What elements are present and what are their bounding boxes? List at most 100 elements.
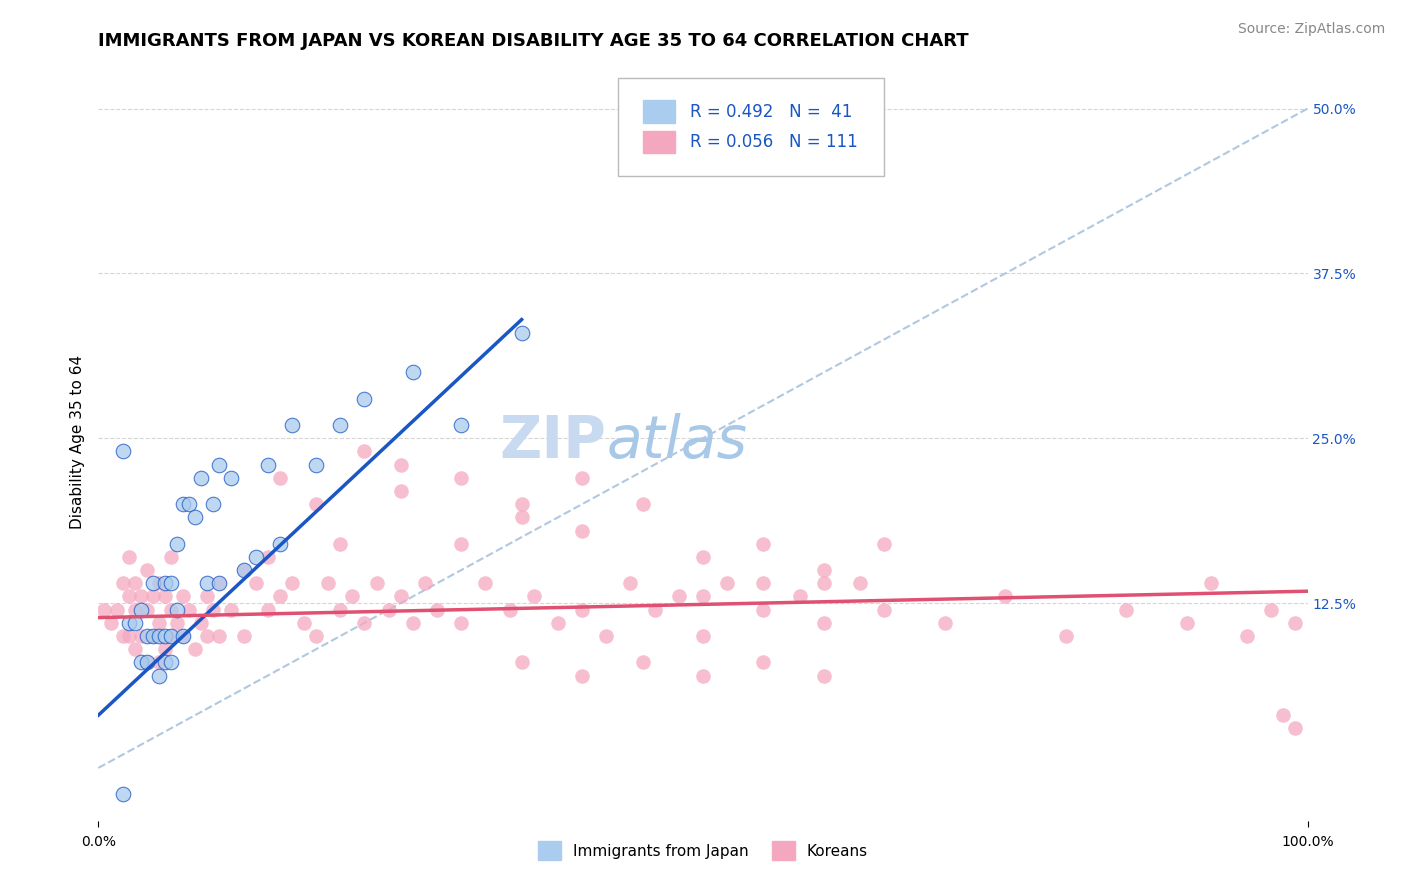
Text: atlas: atlas [606,413,747,470]
Point [208,576,231,591]
Point [172,590,194,604]
Point [195,629,218,643]
Point [124,615,146,630]
Point [111,629,134,643]
Point [160,549,183,564]
Point [474,576,496,591]
Point [281,576,304,591]
Point [118,590,141,604]
Point [208,629,231,643]
Point [329,602,352,616]
Point [1284,615,1306,630]
Point [256,602,278,616]
Point [1260,602,1282,616]
Point [160,656,183,670]
Point [510,510,533,524]
Point [172,497,194,511]
Point [366,576,388,591]
Point [245,549,267,564]
FancyBboxPatch shape [643,101,675,123]
Point [153,656,176,670]
Point [1199,576,1222,591]
Point [124,602,146,616]
Point [208,576,231,591]
Point [631,497,654,511]
Point [179,602,201,616]
Point [166,602,188,616]
Point [166,615,188,630]
Point [148,656,170,670]
Point [849,576,872,591]
Point [129,590,152,604]
Point [934,615,956,630]
Text: R = 0.056   N = 111: R = 0.056 N = 111 [690,133,858,151]
Point [160,629,183,643]
Point [813,615,835,630]
Point [135,656,157,670]
Point [377,602,399,616]
Point [329,418,352,433]
Point [498,602,520,616]
Point [292,615,315,630]
Point [202,602,225,616]
Point [1175,615,1198,630]
Point [256,549,278,564]
Point [202,497,225,511]
Point [873,537,896,551]
Point [1284,722,1306,736]
Point [153,590,176,604]
Point [184,642,207,657]
Text: Source: ZipAtlas.com: Source: ZipAtlas.com [1237,22,1385,37]
Point [118,629,141,643]
Point [232,563,254,577]
Point [813,576,835,591]
Point [269,590,291,604]
Point [172,629,194,643]
Point [142,576,165,591]
Point [118,615,141,630]
Point [342,590,364,604]
Point [571,524,593,538]
Point [190,471,212,485]
Point [269,537,291,551]
Point [523,590,546,604]
Point [994,590,1017,604]
Point [571,668,593,682]
Point [245,576,267,591]
Point [129,602,152,616]
Point [93,602,115,616]
Point [813,563,835,577]
Point [208,458,231,472]
Point [413,576,436,591]
Point [716,576,738,591]
Point [752,576,775,591]
Text: IMMIGRANTS FROM JAPAN VS KOREAN DISABILITY AGE 35 TO 64 CORRELATION CHART: IMMIGRANTS FROM JAPAN VS KOREAN DISABILI… [98,32,969,50]
Point [195,590,218,604]
Point [142,629,165,643]
Point [135,602,157,616]
Point [111,787,134,801]
Point [1115,602,1137,616]
Point [190,615,212,630]
Point [402,365,425,379]
Point [692,668,714,682]
Point [100,615,122,630]
Point [1272,708,1295,723]
Point [1054,629,1077,643]
Point [752,656,775,670]
Point [692,629,714,643]
Point [353,444,375,458]
Point [752,602,775,616]
Point [160,576,183,591]
Point [353,615,375,630]
Point [631,656,654,670]
Point [450,537,472,551]
Point [148,668,170,682]
Legend: Immigrants from Japan, Koreans: Immigrants from Japan, Koreans [531,835,875,866]
Point [353,392,375,406]
Point [316,576,339,591]
Point [873,602,896,616]
Point [305,629,328,643]
Point [135,629,157,643]
Point [571,602,593,616]
